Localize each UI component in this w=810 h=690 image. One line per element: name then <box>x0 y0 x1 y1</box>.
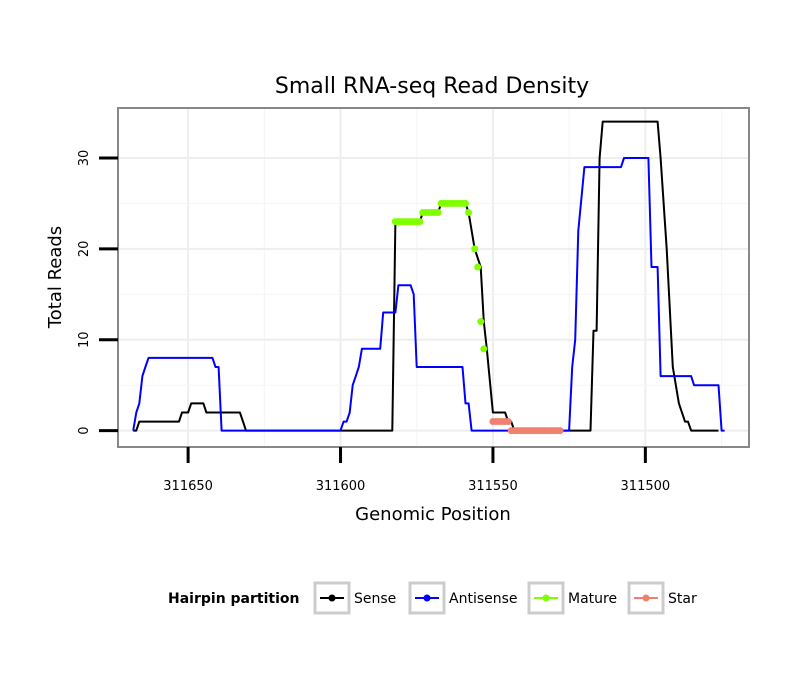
star-point <box>504 418 512 426</box>
antisense-line <box>132 157 725 432</box>
legend-label: Antisense <box>449 591 518 607</box>
legend-label: Star <box>668 591 697 607</box>
series-layer <box>132 120 725 435</box>
legend-label: Mature <box>568 591 617 607</box>
mature-point <box>465 209 473 217</box>
legend-key-point <box>423 594 431 602</box>
x-tick-label: 311650 <box>163 479 213 494</box>
legend: Hairpin partition Sense Antisense Mature St… <box>168 581 697 615</box>
legend-item-sense: Sense <box>313 581 396 615</box>
y-axis-label: Total Reads <box>45 226 66 329</box>
series-antisense <box>132 157 725 432</box>
y-tick-label: 30 <box>77 150 92 167</box>
x-tick-label: 311500 <box>621 479 671 494</box>
y-tick-label: 10 <box>77 331 92 348</box>
mature-point <box>416 218 424 226</box>
mature-point <box>480 345 488 353</box>
x-tick-label: 311550 <box>468 479 518 494</box>
legend-label: Sense <box>354 591 396 607</box>
y-tick-label: 0 <box>77 427 92 435</box>
legend-item-antisense: Antisense <box>408 581 518 615</box>
mature-point <box>434 209 442 217</box>
mature-point <box>471 245 479 253</box>
legend-key-point <box>328 594 336 602</box>
mature-point <box>462 199 470 207</box>
legend-key-point <box>542 594 550 602</box>
mature-point <box>474 263 482 271</box>
y-axis: 0 10 20 30 <box>77 150 118 435</box>
y-tick-label: 20 <box>77 241 92 258</box>
plot-panel <box>117 107 750 448</box>
grid <box>118 108 749 447</box>
x-axis-label: Genomic Position <box>355 504 511 525</box>
series-mature <box>391 199 488 353</box>
star-point <box>556 427 564 435</box>
x-axis: 311650 311600 311550 311500 <box>163 447 670 494</box>
legend-key-point <box>642 594 650 602</box>
series-star <box>489 418 564 435</box>
plot-background <box>118 108 749 447</box>
chart-title: Small RNA-seq Read Density <box>275 74 589 99</box>
mature-point <box>477 318 485 326</box>
legend-item-mature: Mature <box>527 581 617 615</box>
legend-item-star: Star <box>627 581 697 615</box>
legend-title: Hairpin partition <box>168 591 299 607</box>
x-tick-label: 311600 <box>316 479 366 494</box>
plot-border <box>117 107 750 448</box>
